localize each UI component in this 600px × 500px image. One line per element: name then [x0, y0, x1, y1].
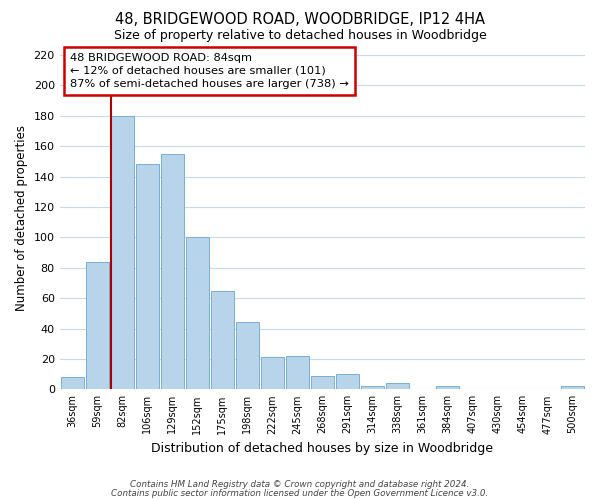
Bar: [236, 322, 259, 390]
Bar: [311, 376, 334, 390]
Text: Contains public sector information licensed under the Open Government Licence v3: Contains public sector information licen…: [112, 490, 488, 498]
Text: 48, BRIDGEWOOD ROAD, WOODBRIDGE, IP12 4HA: 48, BRIDGEWOOD ROAD, WOODBRIDGE, IP12 4H…: [115, 12, 485, 28]
Text: 48 BRIDGEWOOD ROAD: 84sqm
← 12% of detached houses are smaller (101)
87% of semi: 48 BRIDGEWOOD ROAD: 84sqm ← 12% of detac…: [70, 52, 349, 89]
Bar: [110, 116, 134, 390]
Text: Size of property relative to detached houses in Woodbridge: Size of property relative to detached ho…: [113, 29, 487, 42]
Text: Contains HM Land Registry data © Crown copyright and database right 2024.: Contains HM Land Registry data © Crown c…: [130, 480, 470, 489]
Bar: [211, 290, 234, 390]
Bar: [336, 374, 359, 390]
Bar: [136, 164, 159, 390]
Bar: [61, 377, 83, 390]
Bar: [261, 358, 284, 390]
Bar: [161, 154, 184, 390]
Bar: [286, 356, 309, 390]
Bar: [386, 383, 409, 390]
Bar: [361, 386, 384, 390]
Y-axis label: Number of detached properties: Number of detached properties: [15, 126, 28, 312]
Bar: [436, 386, 459, 390]
Bar: [186, 238, 209, 390]
Bar: [86, 262, 109, 390]
X-axis label: Distribution of detached houses by size in Woodbridge: Distribution of detached houses by size …: [151, 442, 493, 455]
Bar: [561, 386, 584, 390]
